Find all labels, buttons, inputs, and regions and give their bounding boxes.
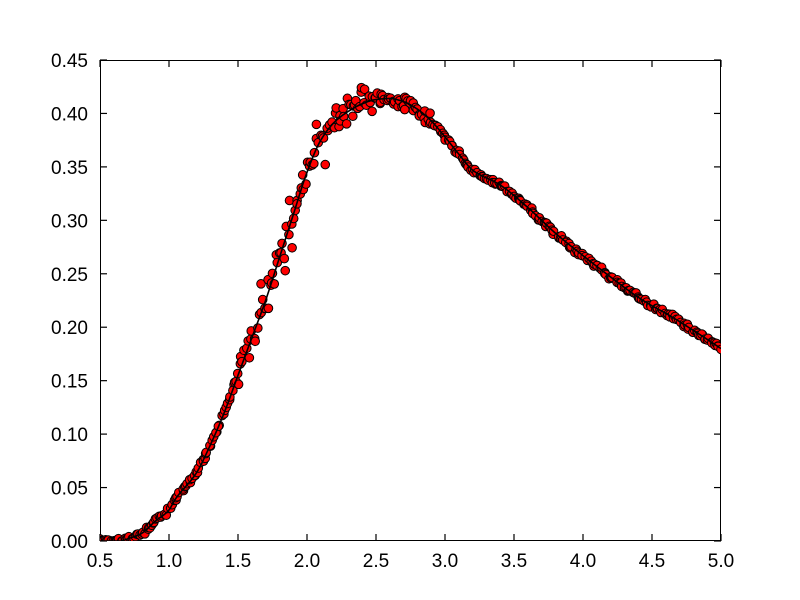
svg-text:0.10: 0.10 [51, 425, 88, 446]
svg-text:5.0: 5.0 [708, 551, 734, 572]
svg-text:2.0: 2.0 [294, 551, 320, 572]
svg-text:4.0: 4.0 [570, 551, 596, 572]
svg-text:0.45: 0.45 [51, 51, 88, 72]
svg-text:0.00: 0.00 [51, 532, 88, 553]
svg-text:3.5: 3.5 [501, 551, 527, 572]
svg-text:0.20: 0.20 [51, 318, 88, 339]
svg-text:0.30: 0.30 [51, 211, 88, 232]
svg-text:0.35: 0.35 [51, 158, 88, 179]
svg-text:3.0: 3.0 [432, 551, 458, 572]
svg-text:0.15: 0.15 [51, 372, 88, 393]
svg-text:2.5: 2.5 [363, 551, 389, 572]
svg-text:1.5: 1.5 [225, 551, 251, 572]
svg-text:0.25: 0.25 [51, 265, 88, 286]
svg-text:4.5: 4.5 [639, 551, 665, 572]
svg-text:1.0: 1.0 [156, 551, 182, 572]
svg-text:0.5: 0.5 [87, 551, 113, 572]
svg-text:0.05: 0.05 [51, 479, 88, 500]
svg-text:0.40: 0.40 [51, 104, 88, 125]
